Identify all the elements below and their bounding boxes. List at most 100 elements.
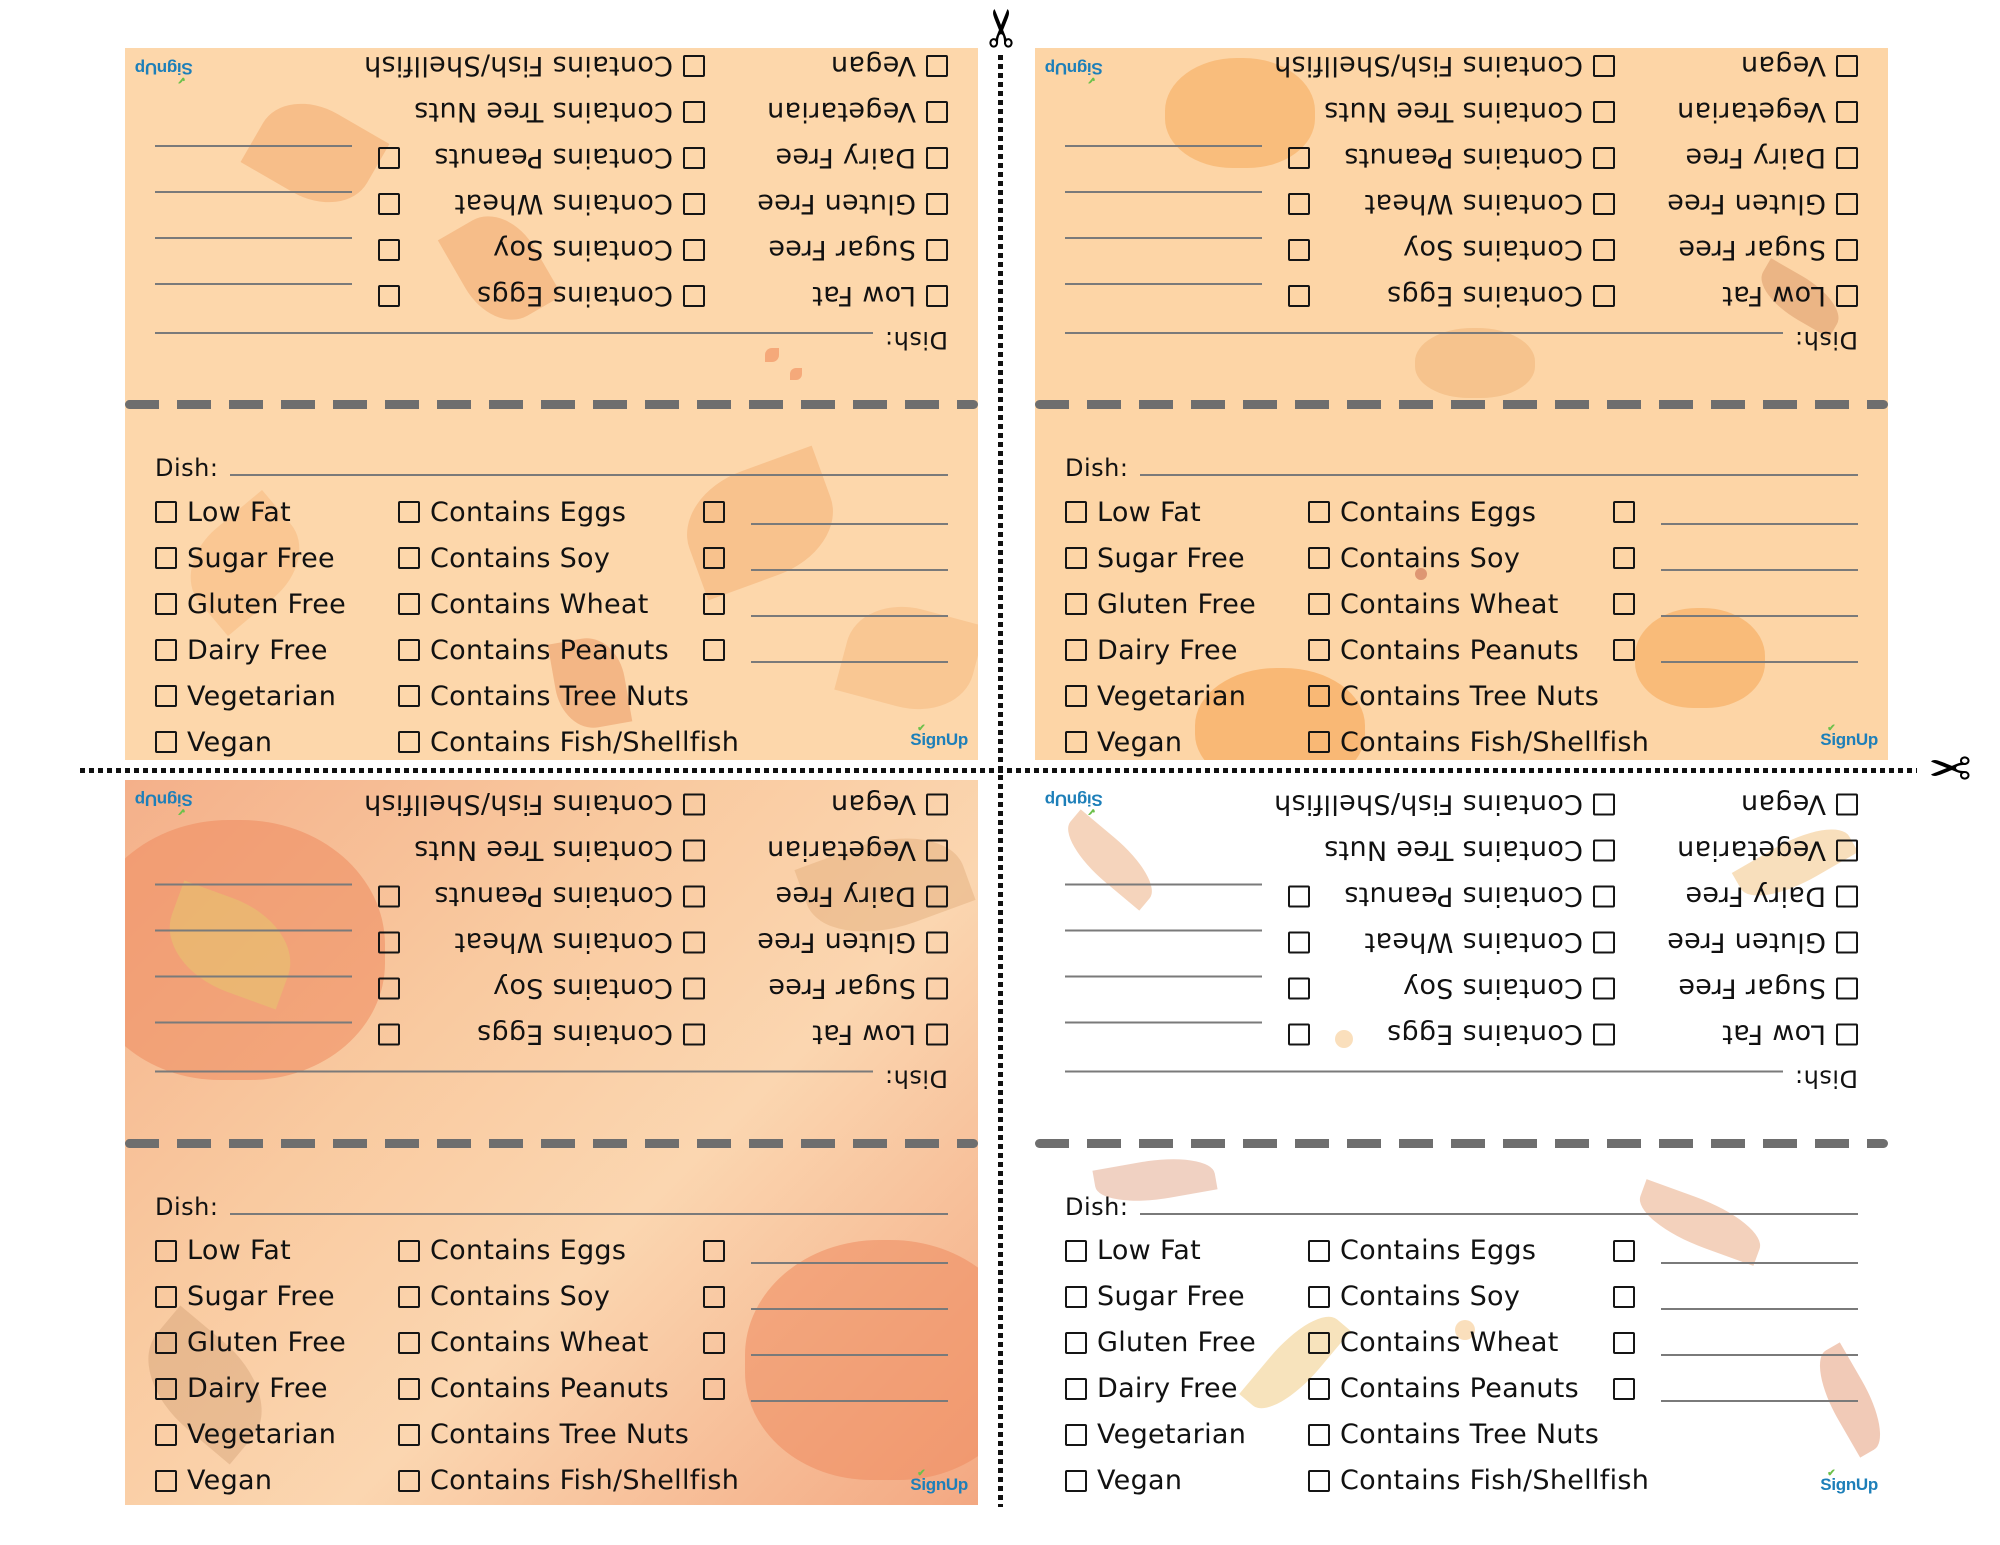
diet-option[interactable]: Sugar Free (768, 230, 948, 270)
checkbox[interactable] (378, 285, 400, 307)
checkbox[interactable] (398, 1469, 420, 1492)
checkbox[interactable] (1065, 501, 1087, 523)
custom-option[interactable] (155, 276, 400, 316)
checkbox[interactable] (1288, 239, 1310, 261)
diet-option[interactable]: Low Fat (1065, 492, 1201, 532)
custom-write-line[interactable] (1065, 145, 1262, 147)
checkbox[interactable] (703, 501, 725, 523)
custom-option[interactable] (1613, 492, 1858, 532)
diet-option[interactable]: Vegetarian (155, 676, 336, 716)
custom-option[interactable] (703, 1277, 948, 1317)
custom-write-line[interactable] (751, 569, 948, 571)
custom-write-line[interactable] (1661, 1353, 1858, 1356)
diet-option[interactable]: Contains Tree Nuts (414, 831, 705, 871)
checkbox[interactable] (1836, 1023, 1858, 1046)
custom-option[interactable] (1613, 1277, 1858, 1317)
custom-write-line[interactable] (155, 237, 352, 239)
checkbox[interactable] (926, 885, 948, 908)
diet-option[interactable]: Gluten Free (1065, 584, 1256, 624)
checkbox[interactable] (1593, 101, 1615, 123)
checkbox[interactable] (1836, 839, 1858, 862)
custom-option[interactable] (155, 138, 400, 178)
checkbox[interactable] (1593, 1023, 1615, 1046)
diet-option[interactable]: Low Fat (1065, 1231, 1201, 1271)
diet-option[interactable]: Contains Wheat (454, 923, 705, 963)
custom-write-line[interactable] (751, 661, 948, 663)
custom-option[interactable] (703, 1231, 948, 1271)
checkbox[interactable] (703, 1377, 725, 1400)
custom-write-line[interactable] (155, 975, 352, 978)
checkbox[interactable] (1288, 931, 1310, 954)
checkbox[interactable] (378, 977, 400, 1000)
diet-option[interactable]: Contains Tree Nuts (398, 1415, 689, 1455)
custom-option[interactable] (1065, 877, 1310, 917)
checkbox[interactable] (1308, 1331, 1330, 1354)
custom-write-line[interactable] (1065, 975, 1262, 978)
diet-option[interactable]: Sugar Free (1065, 538, 1245, 578)
diet-option[interactable]: Contains Tree Nuts (414, 92, 705, 132)
checkbox[interactable] (155, 1239, 177, 1262)
diet-option[interactable]: Gluten Free (1667, 184, 1858, 224)
checkbox[interactable] (398, 1331, 420, 1354)
diet-option[interactable]: Contains Fish/Shellfish (1274, 785, 1615, 825)
dish-write-line[interactable] (230, 474, 948, 476)
checkbox[interactable] (926, 55, 948, 77)
checkbox[interactable] (378, 885, 400, 908)
checkbox[interactable] (683, 193, 705, 215)
checkbox[interactable] (1593, 885, 1615, 908)
checkbox[interactable] (683, 101, 705, 123)
checkbox[interactable] (1613, 1285, 1635, 1308)
diet-option[interactable]: Contains Soy (1308, 538, 1520, 578)
diet-option[interactable]: Sugar Free (1678, 230, 1858, 270)
diet-option[interactable]: Vegan (831, 785, 948, 825)
checkbox[interactable] (398, 1285, 420, 1308)
diet-option[interactable]: Vegan (155, 1461, 272, 1501)
diet-option[interactable]: Contains Eggs (1308, 1231, 1536, 1271)
checkbox[interactable] (926, 977, 948, 1000)
diet-option[interactable]: Contains Soy (398, 538, 610, 578)
diet-option[interactable]: Dairy Free (775, 138, 948, 178)
custom-write-line[interactable] (751, 1307, 948, 1310)
custom-option[interactable] (155, 230, 400, 270)
diet-option[interactable]: Gluten Free (757, 923, 948, 963)
custom-option[interactable] (703, 492, 948, 532)
diet-option[interactable]: Contains Soy (398, 1277, 610, 1317)
diet-option[interactable]: Contains Wheat (1364, 184, 1615, 224)
custom-write-line[interactable] (1661, 1399, 1858, 1402)
diet-option[interactable]: Contains Fish/Shellfish (1308, 722, 1649, 760)
checkbox[interactable] (1613, 547, 1635, 569)
diet-option[interactable]: Vegan (155, 722, 272, 760)
custom-option[interactable] (703, 1369, 948, 1409)
custom-option[interactable] (1065, 184, 1310, 224)
checkbox[interactable] (1613, 1239, 1635, 1262)
diet-option[interactable]: Contains Eggs (477, 1015, 705, 1055)
custom-write-line[interactable] (1065, 1021, 1262, 1024)
checkbox[interactable] (1593, 977, 1615, 1000)
custom-write-line[interactable] (155, 283, 352, 285)
custom-option[interactable] (703, 538, 948, 578)
diet-option[interactable]: Contains Eggs (398, 1231, 626, 1271)
custom-option[interactable] (1613, 1323, 1858, 1363)
checkbox[interactable] (398, 639, 420, 661)
checkbox[interactable] (155, 685, 177, 707)
diet-option[interactable]: Contains Soy (493, 969, 705, 1009)
checkbox[interactable] (1065, 593, 1087, 615)
diet-option[interactable]: Contains Tree Nuts (1308, 1415, 1599, 1455)
diet-option[interactable]: Sugar Free (155, 538, 335, 578)
checkbox[interactable] (1065, 1469, 1087, 1492)
custom-option[interactable] (703, 1323, 948, 1363)
checkbox[interactable] (703, 547, 725, 569)
diet-option[interactable]: Gluten Free (1667, 923, 1858, 963)
checkbox[interactable] (1593, 55, 1615, 77)
custom-write-line[interactable] (1065, 237, 1262, 239)
diet-option[interactable]: Contains Fish/Shellfish (364, 785, 705, 825)
diet-option[interactable]: Low Fat (812, 276, 948, 316)
checkbox[interactable] (1065, 639, 1087, 661)
checkbox[interactable] (1308, 1239, 1330, 1262)
checkbox[interactable] (1836, 55, 1858, 77)
checkbox[interactable] (1836, 793, 1858, 816)
checkbox[interactable] (1308, 547, 1330, 569)
custom-option[interactable] (703, 630, 948, 670)
checkbox[interactable] (1836, 885, 1858, 908)
diet-option[interactable]: Vegetarian (1677, 92, 1858, 132)
